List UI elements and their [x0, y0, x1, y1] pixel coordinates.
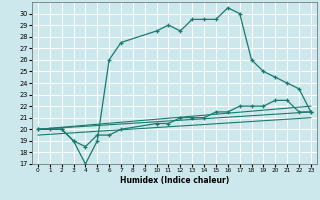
X-axis label: Humidex (Indice chaleur): Humidex (Indice chaleur) — [120, 176, 229, 185]
